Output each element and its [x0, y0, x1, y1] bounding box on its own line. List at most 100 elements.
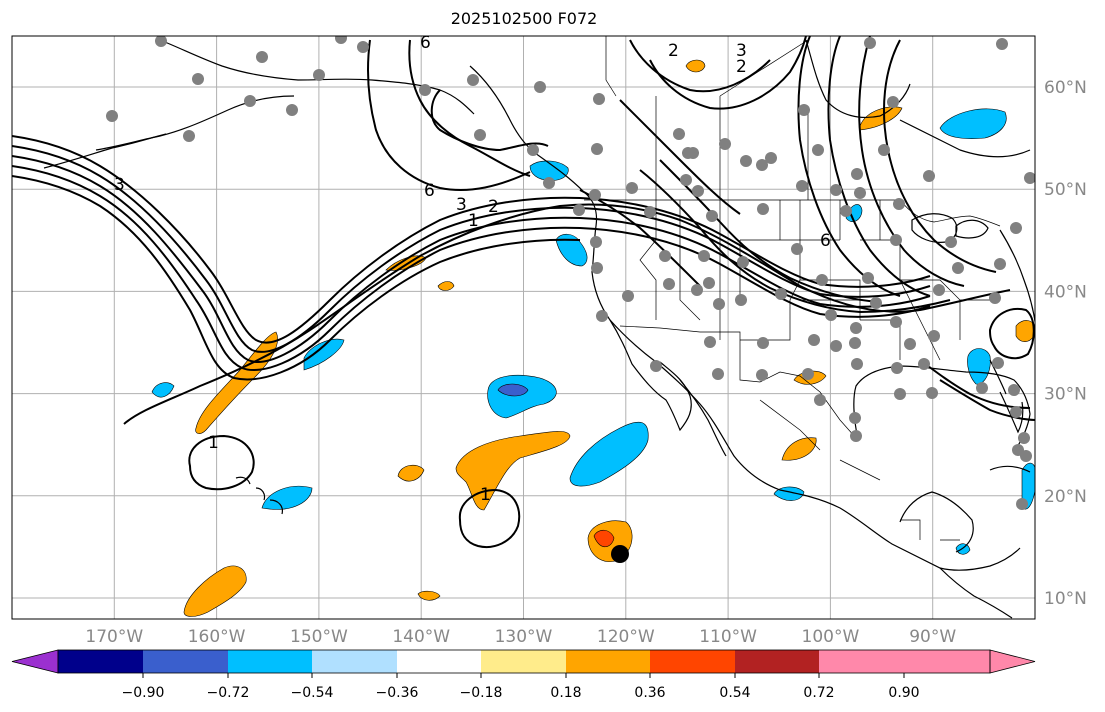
station-dot [890, 316, 902, 328]
contour-7 [430, 89, 549, 152]
station-dot [527, 144, 539, 156]
station-dot [704, 336, 716, 348]
anomaly-positive-small4 [417, 590, 441, 601]
station-dot [1010, 222, 1022, 234]
station-dot [644, 206, 656, 218]
coastline-florida [999, 391, 1024, 434]
coastline-hudson [805, 39, 1031, 158]
station-dot [680, 174, 692, 186]
contour-16 [883, 39, 997, 273]
colorbar: −0.90 −0.72 −0.54 −0.36 −0.18 0.18 0.36 0.54 0.7… [11, 649, 1036, 701]
colorbar-tick-label: 0.18 [550, 685, 581, 701]
station-dot [698, 250, 710, 262]
station-dot [155, 36, 167, 47]
station-dot [1010, 406, 1022, 418]
station-dot [796, 180, 808, 192]
station-dot [864, 37, 876, 49]
contour-8 [408, 39, 531, 177]
coastline-gulf-of-california [679, 379, 727, 457]
station-dot [756, 159, 768, 171]
station-dot [712, 368, 724, 380]
station-dot [850, 322, 862, 334]
station-dot [756, 369, 768, 381]
anomaly-positive-southwest [183, 565, 247, 617]
anomaly-negative-pnw [555, 233, 588, 267]
station-dot [256, 51, 268, 63]
station-dot [650, 360, 662, 372]
border-mexico-states [759, 399, 960, 541]
colorbar-tick-label: −0.36 [376, 685, 419, 701]
contour-2 [12, 145, 931, 353]
contour-label: 1 [468, 211, 479, 231]
station-dot [878, 144, 890, 156]
coastline-east [989, 229, 1035, 395]
station-dot [1024, 172, 1035, 184]
longitude-tick-label: 140°W [392, 627, 450, 647]
latitude-tick-label: 10°N [1044, 589, 1087, 609]
anomaly-shading [151, 59, 1035, 617]
colorbar-swatch [143, 650, 228, 673]
anomaly-negative-hudson [939, 108, 1007, 139]
colorbar-tick-label: −0.90 [122, 685, 165, 701]
anomaly-positive-mexico [781, 437, 817, 461]
contour-12 [619, 99, 741, 215]
station-dot [893, 198, 905, 210]
contour-21 [458, 488, 521, 548]
coastline-yucatan [899, 491, 974, 553]
contour-17 [639, 169, 951, 314]
border-provinces [655, 39, 809, 200]
colorbar-swatch [481, 650, 566, 673]
station-dot [663, 278, 675, 290]
colorbar-swatch [735, 650, 819, 673]
station-dot [419, 84, 431, 96]
colorbar-tick-label: 0.90 [888, 685, 919, 701]
colorbar-swatch [650, 650, 735, 673]
anomaly-positive-jet [195, 331, 278, 434]
colorbar-outline [57, 649, 991, 674]
contour-label: 3 [114, 175, 125, 195]
station-dot [830, 184, 842, 196]
latitude-tick-label: 50°N [1044, 180, 1087, 200]
contour-19 [579, 189, 701, 287]
station-dot [1012, 444, 1024, 456]
colorbar-tick-label: −0.54 [291, 685, 334, 701]
station-dot [891, 362, 903, 374]
station-dot [183, 130, 195, 142]
station-dot [808, 334, 820, 346]
station-dot [825, 309, 837, 321]
station-dot [870, 297, 882, 309]
colorbar-swatch [312, 650, 397, 673]
station-dot [851, 358, 863, 370]
station-dot [713, 298, 725, 310]
station-dot [737, 256, 749, 268]
station-dot [933, 284, 945, 296]
coastline-north-america-west [469, 65, 1021, 571]
anomaly-negative-west [151, 382, 175, 398]
coastline-hawaii [235, 476, 283, 515]
station-dot [862, 272, 874, 284]
station-dot [474, 129, 486, 141]
geopotential-contours [12, 36, 1035, 548]
station-dot [106, 110, 118, 122]
contour-10 [629, 39, 771, 93]
station-dot [798, 104, 810, 116]
station-dot [851, 168, 863, 180]
anomaly-positive-small2 [437, 281, 455, 291]
station-dot [1016, 498, 1028, 510]
contour-label: 1 [208, 433, 219, 453]
colorbar-extend-low [11, 649, 59, 674]
station-dot [976, 382, 988, 394]
station-dots [106, 36, 1035, 510]
colorbar-swatch [58, 650, 143, 673]
station-dot [1018, 432, 1030, 444]
station-dot [692, 185, 704, 197]
station-dot [596, 310, 608, 322]
contour-label: 2 [736, 57, 747, 77]
contour-23 [939, 379, 1035, 421]
colorbar-swatch [904, 650, 990, 673]
station-dot [740, 155, 752, 167]
longitude-tick-label: 100°W [802, 627, 860, 647]
gridlines [12, 36, 1035, 619]
station-dot [952, 262, 964, 274]
station-dot [765, 152, 777, 164]
